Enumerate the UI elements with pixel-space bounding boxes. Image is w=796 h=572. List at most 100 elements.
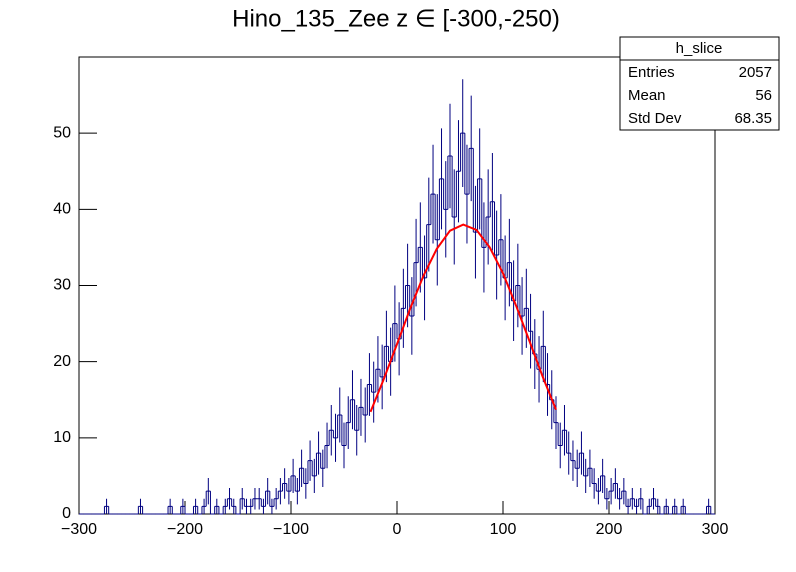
histogram-bin [583, 453, 588, 493]
histogram-bin [358, 378, 364, 436]
fit-curve [369, 223, 557, 413]
histogram-bin [260, 498, 266, 514]
histogram-bin [205, 477, 211, 507]
histogram-bin [167, 498, 173, 514]
histogram-bin [337, 387, 342, 443]
histogram-bin [587, 449, 593, 487]
histogram-bin [595, 477, 601, 505]
histogram-bin [307, 440, 313, 484]
histogram-bin [286, 477, 291, 505]
stats-label: Mean [628, 87, 666, 104]
histogram-bin [171, 506, 177, 515]
histogram-bin [231, 498, 236, 514]
histogram-bin [655, 498, 660, 514]
histogram-bin [443, 161, 448, 258]
histogram-bin [638, 487, 643, 510]
histogram-bin [349, 370, 355, 430]
histogram-bin [192, 498, 198, 514]
histogram-bin [413, 218, 419, 316]
histogram-bin [561, 404, 567, 456]
histogram-bin [574, 449, 580, 487]
histogram-bin [612, 468, 618, 499]
stats-frame [619, 36, 780, 131]
histogram-bin [676, 506, 682, 515]
histogram-bin [197, 506, 202, 515]
histogram-bin [447, 103, 453, 210]
histogram-bin [239, 487, 245, 514]
histogram-bin [578, 431, 584, 475]
histogram-bin [608, 477, 614, 505]
histogram-bin [680, 498, 686, 514]
histogram-bin [371, 361, 376, 423]
histogram-bin [243, 498, 249, 514]
histogram-bin [226, 487, 232, 510]
histogram-bin [269, 491, 275, 514]
histogram-bin [460, 79, 465, 188]
histogram-bin [667, 506, 673, 515]
chart-title: Hino_135_Zee z ∈ [-300,-250) [232, 5, 560, 32]
histogram-bin [642, 498, 648, 515]
histogram-bin [315, 431, 321, 476]
y-tick-label: 50 [53, 124, 71, 141]
histogram-bin [345, 396, 351, 449]
histogram-bin [137, 498, 143, 514]
histogram-bin [214, 498, 219, 514]
histogram-bin [625, 491, 631, 514]
histogram-bin [672, 498, 677, 514]
histogram-bin [540, 310, 546, 383]
histogram-bin [566, 430, 571, 475]
x-tick-label: −200 [167, 521, 203, 538]
histogram-bin [633, 498, 639, 514]
histogram-bin [570, 440, 576, 481]
histogram-bin [472, 148, 478, 279]
histogram-bin [621, 477, 626, 505]
histogram-bin [290, 458, 296, 493]
y-tick-label: 30 [53, 277, 71, 294]
histogram-bin [438, 128, 444, 240]
histogram-bin [248, 498, 253, 514]
histogram-bin [320, 449, 325, 487]
histogram-bin [366, 353, 372, 416]
histogram-bin [252, 487, 258, 510]
histogram-bin [328, 404, 334, 456]
x-tick-label: −100 [273, 521, 309, 538]
histogram-bin [506, 218, 512, 307]
histogram-bin [180, 498, 185, 514]
histogram-bin [659, 506, 665, 515]
histogram-bin [417, 202, 423, 293]
histogram-bin [604, 475, 609, 510]
histogram-bin [265, 477, 270, 507]
histogram-bin [324, 422, 330, 469]
histogram-bin [650, 487, 656, 510]
histogram-bin [332, 413, 338, 462]
histogram-bin [515, 243, 520, 328]
histogram-bin [409, 277, 414, 355]
histogram-bin [591, 468, 597, 499]
histogram-bin [600, 458, 605, 493]
x-tick-label: 0 [393, 521, 402, 538]
histogram-bin [434, 194, 440, 286]
histogram-bin [629, 487, 635, 510]
histogram-bin [544, 346, 550, 416]
x-tick-label: 100 [490, 521, 517, 538]
histogram-bin [108, 506, 113, 515]
histogram-bin [646, 498, 652, 514]
y-tick-label: 0 [62, 505, 71, 522]
histogram-bin [201, 498, 207, 514]
histogram-bin [455, 120, 461, 223]
histogram-bin [218, 506, 224, 515]
histogram-bin [282, 468, 287, 499]
histogram-bin [294, 475, 300, 505]
stats-label: Std Dev [628, 110, 682, 127]
histogram-bin [468, 95, 474, 202]
stats-box: h_slice Entries 2057 Mean 56 Std Dev 68.… [619, 36, 780, 131]
histogram-bin [362, 387, 368, 443]
histogram-bin [222, 498, 228, 514]
histogram-bin [477, 128, 482, 233]
histogram-bin [400, 268, 406, 348]
stats-value: 56 [755, 87, 772, 104]
histogram-bin [142, 506, 147, 515]
histogram-bin [235, 506, 241, 515]
histogram-bin [527, 293, 533, 369]
